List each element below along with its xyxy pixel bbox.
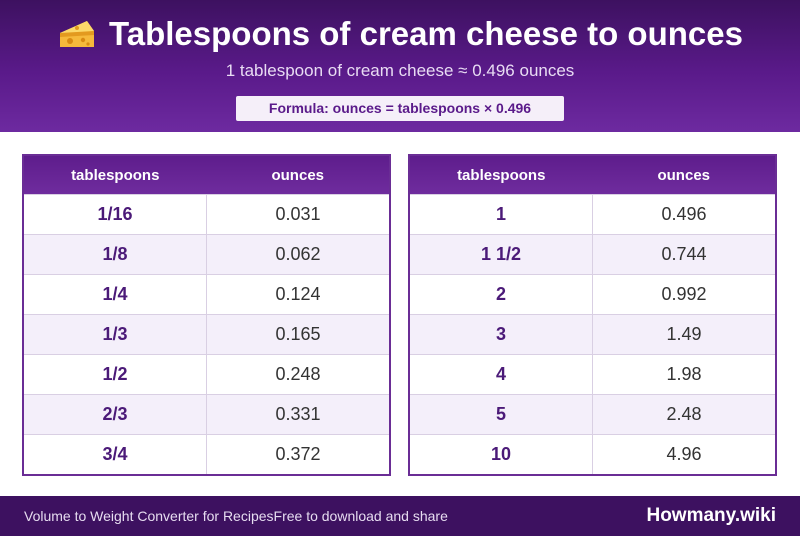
table-header-row: tablespoons ounces [23, 155, 390, 195]
tablespoons-cell: 10 [409, 434, 593, 475]
brand-logo-text: Howmany.wiki [646, 505, 776, 526]
formula-badge: Formula: ounces = tablespoons × 0.496 [236, 96, 564, 121]
conversion-table-left: tablespoons ounces 1/16 0.031 1/8 0.062 1/… [22, 154, 391, 476]
footer-converter-name: Volume to Weight Converter for Recipes [24, 508, 274, 524]
tablespoons-cell: 3/4 [23, 434, 207, 475]
tablespoons-cell: 4 [409, 354, 593, 395]
footer-description: Volume to Weight Converter for RecipesFr… [24, 496, 448, 536]
ounces-cell: 0.124 [206, 274, 390, 315]
tablespoons-cell: 2 [409, 274, 593, 315]
column-header-ounces: ounces [592, 155, 776, 195]
ounces-cell: 0.331 [206, 394, 390, 435]
tablespoons-cell: 1/2 [23, 354, 207, 395]
cheese-icon [60, 21, 95, 48]
ounces-cell: 2.48 [592, 394, 776, 435]
table-row: 1/4 0.124 [23, 274, 390, 315]
table-row: 1/3 0.165 [23, 314, 390, 355]
footer-bar: Volume to Weight Converter for RecipesFr… [0, 496, 800, 536]
ounces-cell: 0.248 [206, 354, 390, 395]
tablespoons-cell: 1/4 [23, 274, 207, 315]
tablespoons-cell: 1/8 [23, 234, 207, 275]
page-title-text: Tablespoons of cream cheese to ounces [109, 15, 743, 52]
table-header-row: tablespoons ounces [409, 155, 776, 195]
ounces-cell: 0.744 [592, 234, 776, 275]
tablespoons-cell: 3 [409, 314, 593, 355]
tablespoons-cell: 2/3 [23, 394, 207, 435]
table-row: 1 1/2 0.744 [409, 234, 776, 275]
page-subtitle: 1 tablespoon of cream cheese ≈ 0.496 oun… [225, 61, 575, 80]
tablespoons-cell: 5 [409, 394, 593, 435]
table-row: 3/4 0.372 [23, 434, 390, 475]
table-row: 1/16 0.031 [23, 194, 390, 235]
ounces-cell: 4.96 [592, 434, 776, 475]
footer-share-note: Free to download and share [273, 508, 448, 524]
table-row: 1/2 0.248 [23, 354, 390, 395]
ounces-cell: 0.031 [206, 194, 390, 235]
table-row: 2/3 0.331 [23, 394, 390, 435]
table-row: 4 1.98 [409, 354, 776, 395]
column-header-tablespoons: tablespoons [23, 155, 207, 195]
tablespoons-cell: 1 1/2 [409, 234, 593, 275]
ounces-cell: 0.992 [592, 274, 776, 315]
table-row: 3 1.49 [409, 314, 776, 355]
ounces-cell: 0.372 [206, 434, 390, 475]
ounces-cell: 1.49 [592, 314, 776, 355]
tablespoons-cell: 1 [409, 194, 593, 235]
column-header-tablespoons: tablespoons [409, 155, 593, 195]
ounces-cell: 0.165 [206, 314, 390, 355]
table-row: 1 0.496 [409, 194, 776, 235]
ounces-cell: 0.496 [592, 194, 776, 235]
tablespoons-cell: 1/16 [23, 194, 207, 235]
tablespoons-cell: 1/3 [23, 314, 207, 355]
conversion-table-right: tablespoons ounces 1 0.496 1 1/2 0.744 2 0.… [408, 154, 777, 476]
table-row: 5 2.48 [409, 394, 776, 435]
header-banner: Tablespoons of cream cheese to ounces 1 … [0, 0, 800, 132]
column-header-ounces: ounces [206, 155, 390, 195]
ounces-cell: 0.062 [206, 234, 390, 275]
page-title: Tablespoons of cream cheese to ounces [0, 14, 800, 56]
ounces-cell: 1.98 [592, 354, 776, 395]
table-row: 1/8 0.062 [23, 234, 390, 275]
table-row: 10 4.96 [409, 434, 776, 475]
table-row: 2 0.992 [409, 274, 776, 315]
